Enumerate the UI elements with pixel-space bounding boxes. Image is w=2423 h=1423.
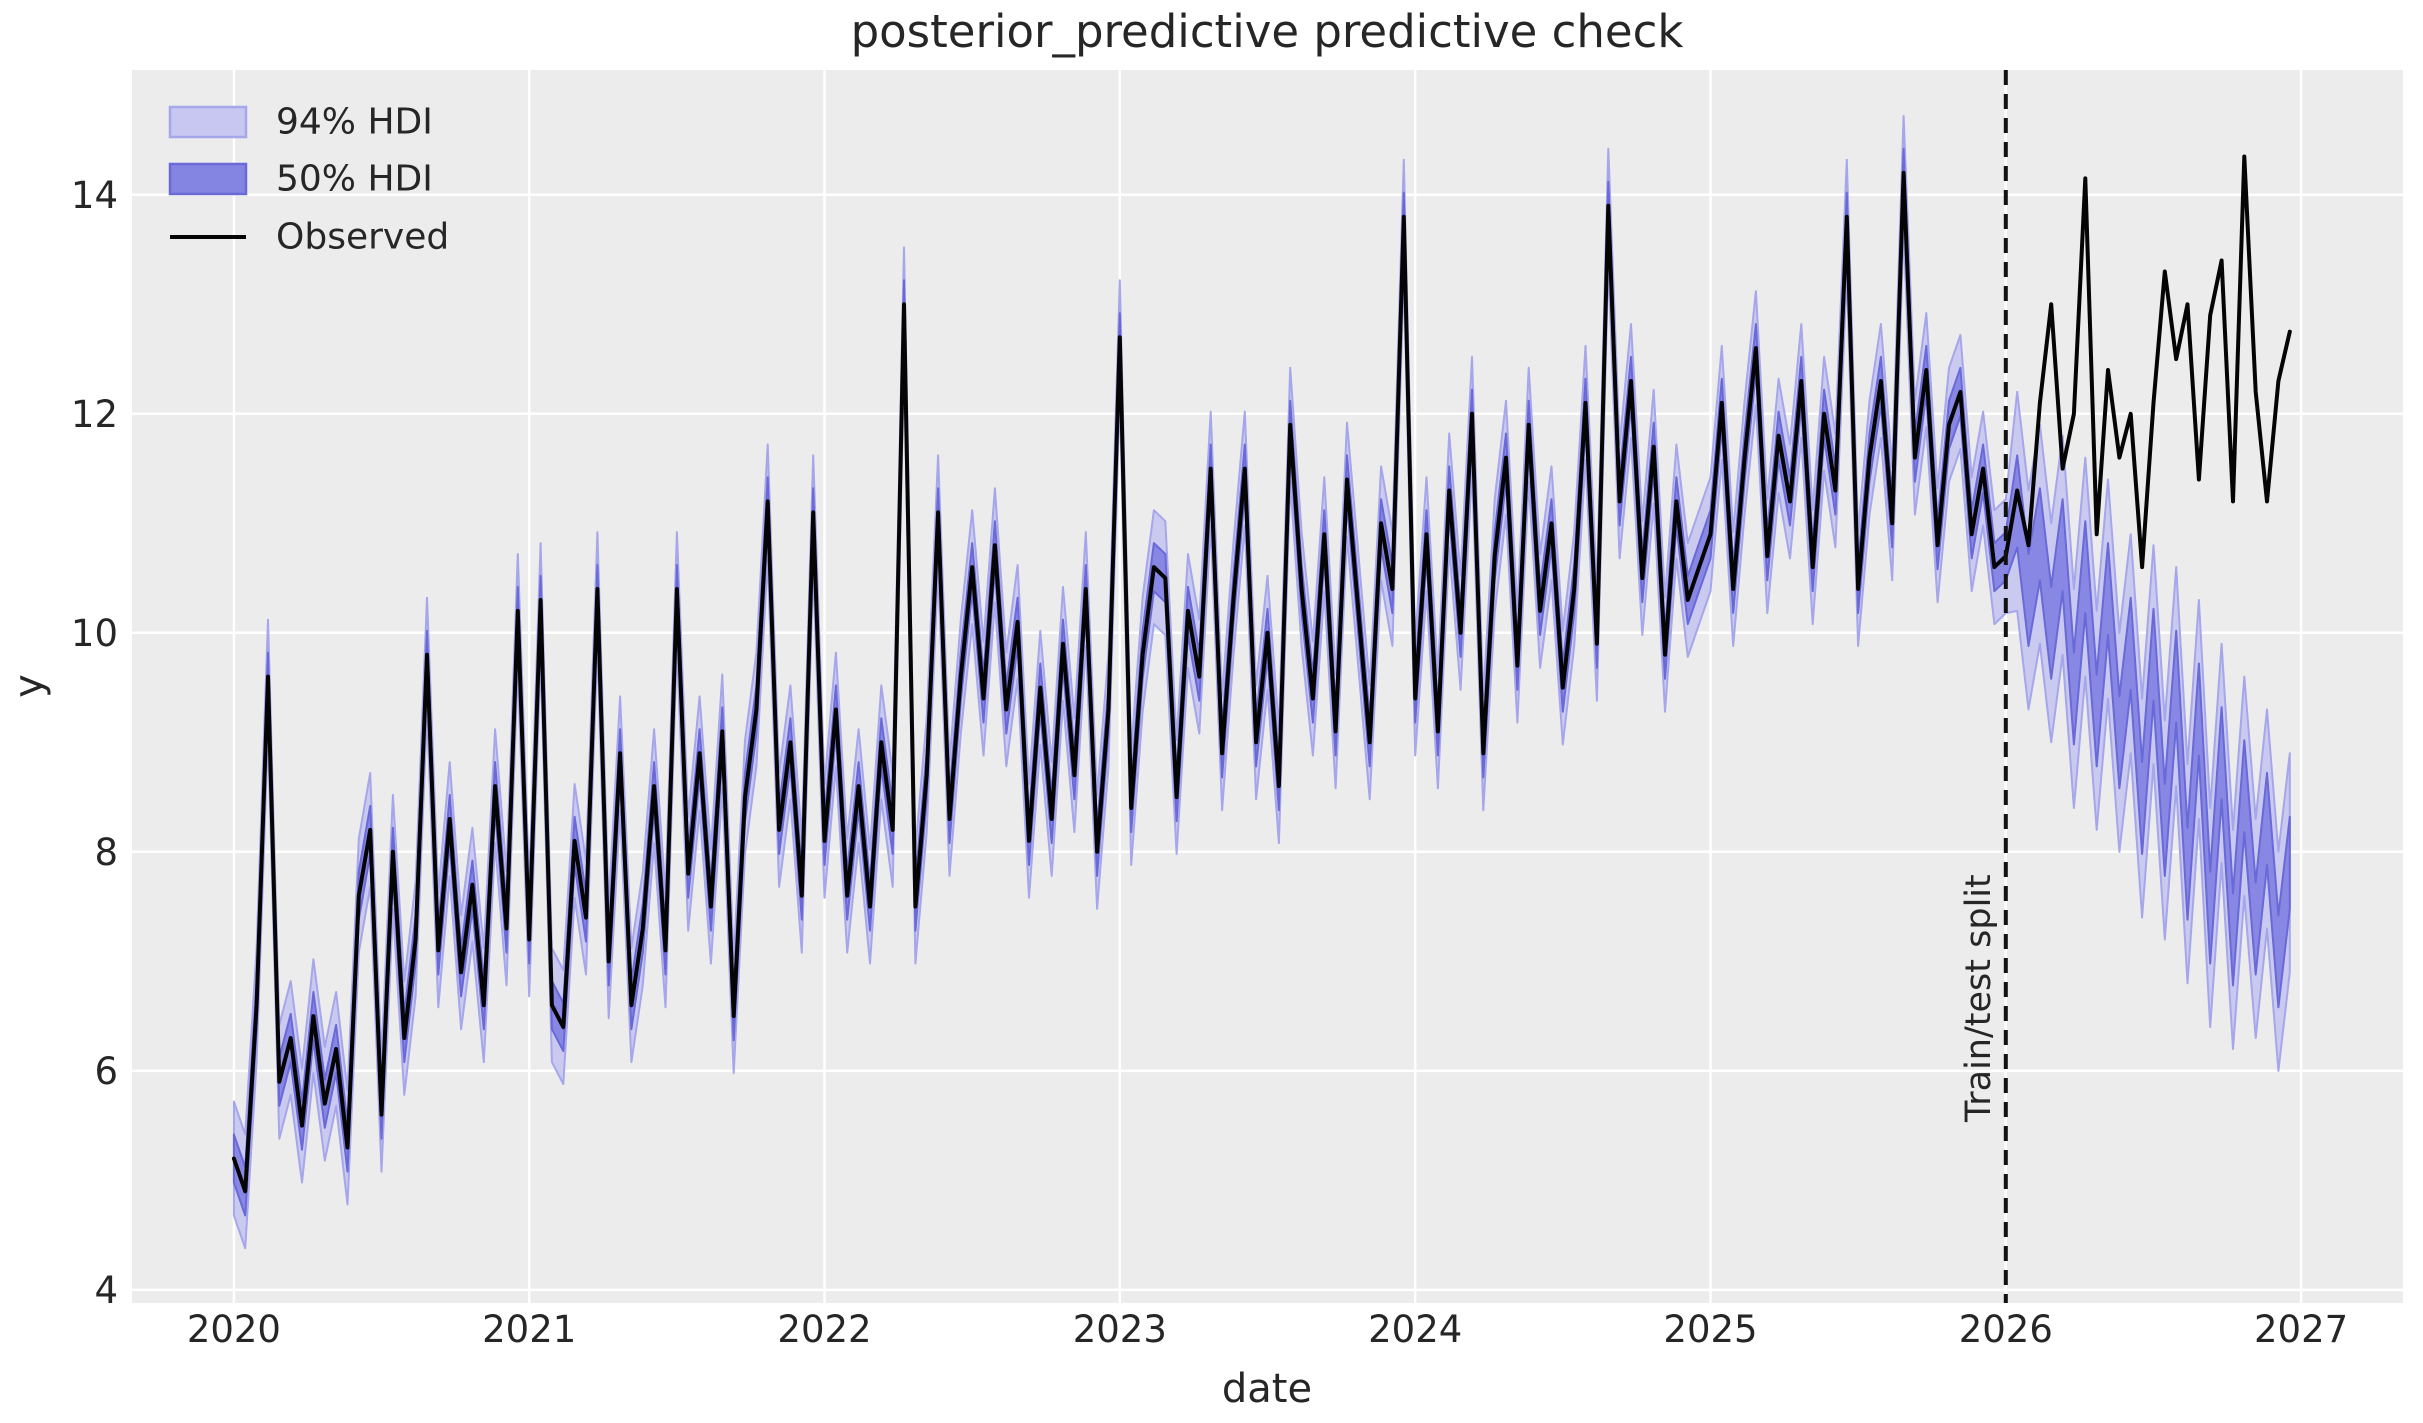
observed-line (231, 154, 2292, 1194)
plot-static-layer: posterior_predictive predictive check da… (6, 5, 1999, 1412)
hdi94-legend-label: 94% HDI (276, 102, 433, 143)
x-axis-label: date (1222, 1366, 1312, 1412)
y-tick-label-14: 14 (71, 174, 118, 217)
legend: 94% HDI 50% HDI Observed (168, 102, 449, 258)
y-tick-label-6: 6 (94, 1050, 118, 1093)
train-test-split-label: Train/test split (1959, 874, 1999, 1123)
plot-dynamic-layer: 2020 2021 2022 2023 2024 2025 2026 2027 4 6 8 10 12 1… (71, 70, 2403, 1351)
hdi50-legend-label: 50% HDI (276, 159, 433, 200)
y-axis-label: y (6, 674, 52, 698)
x-tick-label-2025: 2025 (1663, 1308, 1757, 1351)
hdi50-legend-swatch (168, 162, 248, 196)
hdi94-legend-swatch (168, 105, 248, 139)
chart-title: posterior_predictive predictive check (851, 5, 1684, 58)
y-tick-label-8: 8 (94, 831, 118, 874)
x-tick-label-2024: 2024 (1368, 1308, 1462, 1351)
x-tick-label-2023: 2023 (1073, 1308, 1167, 1351)
observed-legend-label: Observed (276, 217, 449, 258)
x-tick-label-2020: 2020 (187, 1308, 281, 1351)
y-tick-label-12: 12 (71, 393, 118, 436)
x-tick-label-2027: 2027 (2254, 1308, 2348, 1351)
y-tick-label-10: 10 (71, 612, 118, 655)
x-tick-label-2026: 2026 (1959, 1308, 2053, 1351)
y-tick-label-4: 4 (94, 1269, 118, 1312)
x-tick-label-2021: 2021 (482, 1308, 576, 1351)
x-tick-label-2022: 2022 (777, 1308, 871, 1351)
